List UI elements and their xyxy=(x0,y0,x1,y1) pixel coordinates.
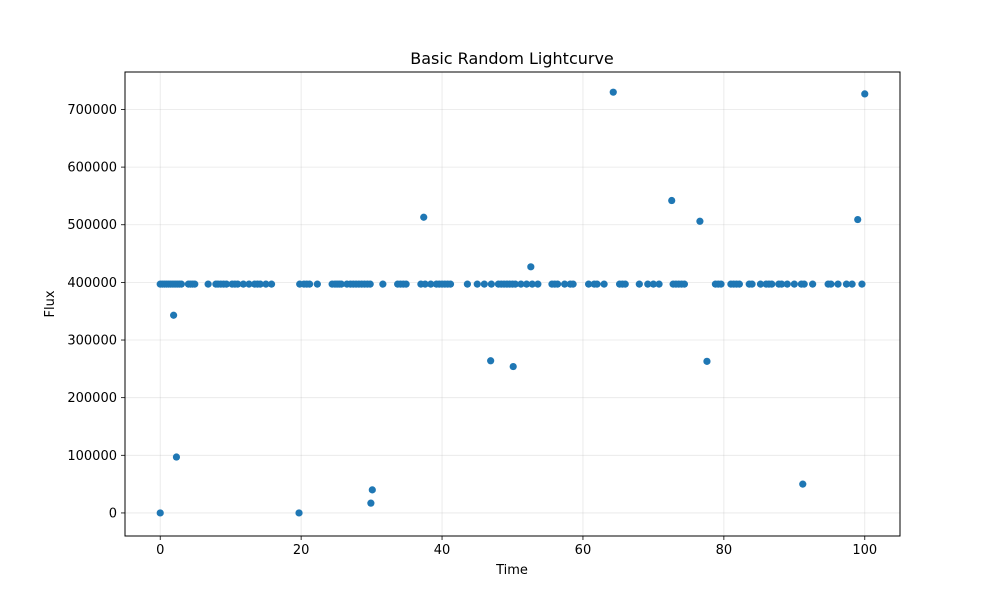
data-point xyxy=(735,280,743,288)
data-point xyxy=(655,280,663,288)
data-point xyxy=(366,280,374,288)
x-axis-ticks: 0 20 40 60 80 100 xyxy=(156,536,877,558)
data-point xyxy=(584,280,593,288)
data-point xyxy=(191,280,199,288)
data-point xyxy=(267,280,276,288)
y-axis-ticks: 0 100000 200000 300000 400000 500000 600000 700… xyxy=(67,103,125,521)
data-point xyxy=(177,280,185,288)
data-point xyxy=(170,311,178,319)
data-point xyxy=(527,263,535,271)
data-point xyxy=(748,280,756,288)
data-point xyxy=(680,280,689,288)
data-point xyxy=(778,280,786,288)
data-point xyxy=(621,280,629,288)
y-tick-label: 300000 xyxy=(67,334,117,349)
data-point xyxy=(800,280,808,288)
data-point xyxy=(509,362,517,371)
data-point xyxy=(402,280,410,288)
data-point xyxy=(480,280,488,288)
data-point xyxy=(463,280,472,288)
chart-title: Basic Random Lightcurve xyxy=(410,49,614,68)
x-tick-label: 20 xyxy=(293,543,310,558)
data-point xyxy=(534,280,542,288)
data-point xyxy=(703,357,711,365)
data-point xyxy=(473,280,481,288)
data-point xyxy=(511,280,519,288)
data-point xyxy=(854,215,862,224)
y-tick-label: 0 xyxy=(109,506,117,521)
data-point xyxy=(295,509,303,517)
data-point xyxy=(717,280,725,288)
y-tick-label: 600000 xyxy=(67,161,117,176)
data-point xyxy=(204,280,212,288)
data-point xyxy=(156,509,164,517)
data-point xyxy=(368,486,376,494)
data-point xyxy=(768,280,776,288)
plot-frame xyxy=(124,71,901,537)
data-point xyxy=(222,280,231,288)
x-axis-label: Time xyxy=(495,563,528,578)
x-tick-label: 0 xyxy=(156,543,164,558)
data-point xyxy=(367,499,375,507)
data-point xyxy=(842,280,851,288)
data-points xyxy=(156,88,869,517)
data-point xyxy=(799,480,807,488)
data-point xyxy=(600,280,608,288)
data-point xyxy=(644,280,652,288)
y-tick-label: 400000 xyxy=(67,276,117,291)
y-tick-label: 500000 xyxy=(67,218,117,233)
data-point xyxy=(861,90,869,98)
data-point xyxy=(696,217,704,225)
data-point xyxy=(446,280,455,288)
data-point xyxy=(756,280,765,288)
x-tick-label: 80 xyxy=(716,543,733,558)
data-point xyxy=(635,280,643,288)
data-point xyxy=(245,280,253,288)
x-tick-label: 60 xyxy=(575,543,592,558)
data-point xyxy=(834,280,842,288)
data-point xyxy=(561,280,569,288)
data-point xyxy=(593,280,601,288)
data-point xyxy=(239,280,247,288)
data-point xyxy=(522,280,531,288)
data-point xyxy=(668,196,676,205)
x-tick-label: 100 xyxy=(852,543,877,558)
data-point xyxy=(487,280,495,288)
data-point xyxy=(848,280,856,288)
data-point xyxy=(234,280,242,288)
y-tick-label: 100000 xyxy=(67,449,117,464)
data-point xyxy=(553,280,562,288)
data-point xyxy=(262,280,270,288)
data-point xyxy=(172,453,181,461)
data-point xyxy=(569,280,577,288)
data-point xyxy=(420,213,428,221)
data-point xyxy=(421,280,429,288)
data-point xyxy=(827,280,835,288)
data-point xyxy=(337,280,345,288)
data-point xyxy=(528,280,536,288)
data-point xyxy=(305,280,314,288)
data-point xyxy=(858,280,866,288)
data-point xyxy=(790,280,798,288)
y-tick-label: 700000 xyxy=(67,103,117,118)
data-point xyxy=(517,280,525,288)
data-point xyxy=(649,280,658,288)
data-point xyxy=(256,280,264,288)
data-point xyxy=(809,280,817,288)
x-tick-label: 40 xyxy=(434,543,451,558)
data-point xyxy=(379,280,387,288)
data-point xyxy=(313,280,321,288)
y-tick-label: 200000 xyxy=(67,391,117,406)
data-point xyxy=(783,280,791,288)
y-axis-label: Flux xyxy=(43,290,58,317)
data-point xyxy=(427,280,435,288)
data-point xyxy=(609,88,617,96)
data-point xyxy=(487,357,495,365)
